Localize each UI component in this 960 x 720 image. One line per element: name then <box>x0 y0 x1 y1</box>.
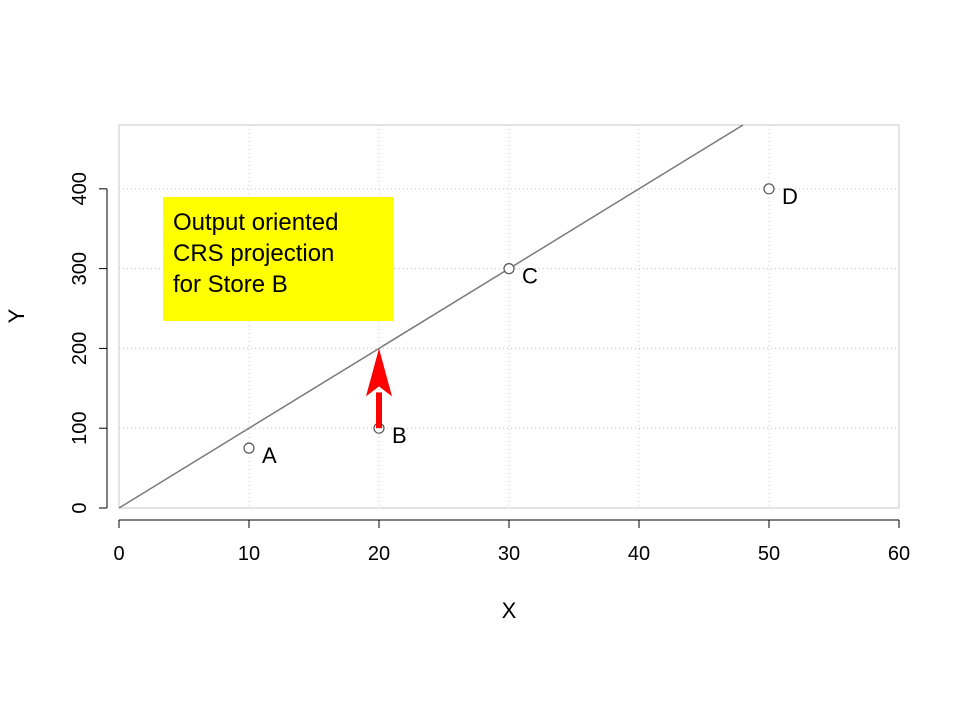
point-label: A <box>262 443 277 468</box>
x-tick-label: 20 <box>368 543 390 565</box>
point-label: C <box>522 264 538 289</box>
x-tick-label: 10 <box>238 543 260 565</box>
y-axis: 0 100 200 300 400 <box>69 172 108 514</box>
y-tick-label: 400 <box>69 172 91 205</box>
points-group: A B C D <box>243 183 798 468</box>
annotation-line: Output oriented <box>173 209 339 236</box>
point-label: D <box>782 184 798 209</box>
data-point <box>243 442 255 454</box>
x-tick-label: 60 <box>888 543 910 565</box>
annotation-callout: Output oriented CRS projection for Store… <box>163 197 394 321</box>
annotation-line: for Store B <box>173 271 288 298</box>
point-label: B <box>392 423 407 448</box>
projection-arrow-head <box>366 348 392 397</box>
x-tick-label: 30 <box>498 543 520 565</box>
y-tick-label: 100 <box>69 412 91 445</box>
x-tick-label: 40 <box>628 543 650 565</box>
y-tick-label: 300 <box>69 252 91 285</box>
frontier-line-group <box>118 124 744 509</box>
y-tick-label: 200 <box>69 332 91 365</box>
annotation-line: CRS projection <box>173 240 335 267</box>
data-point <box>763 183 775 195</box>
data-point <box>503 263 515 275</box>
x-tick-label: 50 <box>758 543 780 565</box>
projection-arrow-group <box>366 348 392 429</box>
x-axis-title: X <box>502 598 517 623</box>
x-tick-label: 0 <box>113 543 124 565</box>
x-axis: 0 10 20 30 40 50 60 <box>113 519 910 565</box>
plot-box <box>118 124 900 509</box>
y-axis-title: Y <box>4 308 29 323</box>
y-tick-label: 0 <box>69 502 91 513</box>
frontier-line <box>118 124 744 509</box>
